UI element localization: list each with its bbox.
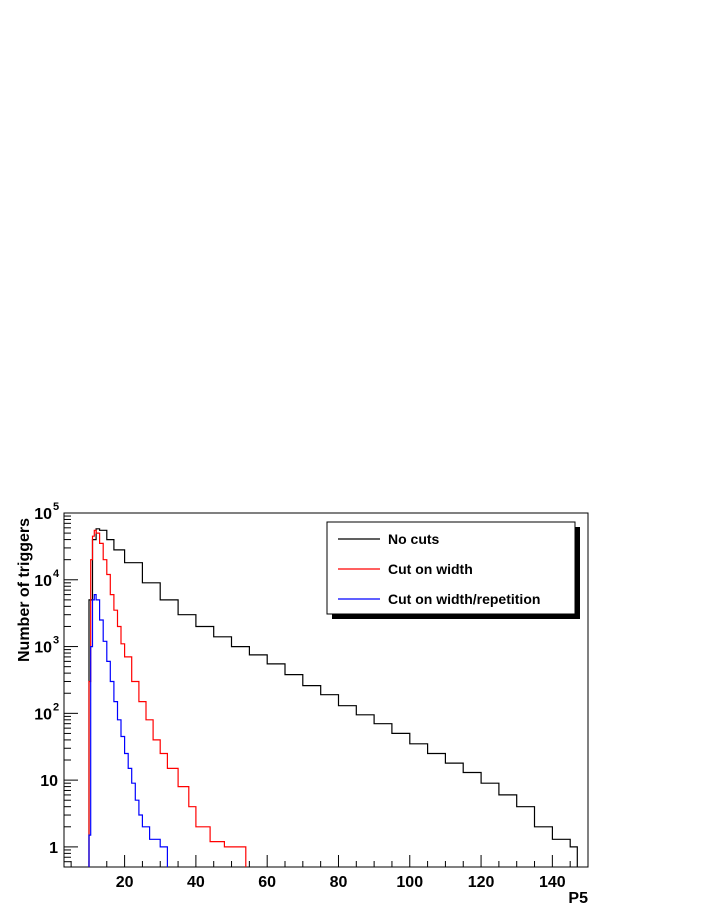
axis-ticks [64,515,589,868]
y-tick-label: 10 [40,773,58,790]
x-tick-label: 40 [187,874,205,891]
y-tick-label: 10 [34,640,52,657]
x-tick-label: 60 [258,874,276,891]
legend: No cuts Cut on width Cut on width/repetiti… [326,521,580,619]
x-tick-label: 120 [468,874,495,891]
x-axis-title: P5 [568,890,588,907]
series-layer [88,528,578,867]
legend-label: Cut on width/repetition [388,591,540,607]
y-tick-exponent: 2 [53,701,59,713]
legend-label: No cuts [388,531,440,547]
y-tick-exponent: 3 [53,635,59,647]
x-tick-labels: 20 40 60 80 100 120 140 [116,874,566,891]
y-axis-title: Number of triggers [16,518,33,662]
x-tick-label: 80 [330,874,348,891]
x-tick-label: 20 [116,874,134,891]
y-tick-label: 1 [49,840,58,857]
y-tick-exponent: 5 [53,501,59,513]
x-tick-label: 140 [539,874,566,891]
legend-label: Cut on width [388,561,473,577]
y-tick-label: 10 [34,506,52,523]
plot-frame [63,512,589,868]
series-line-2 [88,529,247,867]
y-tick-label: 10 [34,573,52,590]
x-tick-label: 100 [396,874,423,891]
series-line-1 [88,528,578,867]
y-tick-exponent: 4 [53,568,60,580]
y-tick-label: 10 [34,706,52,723]
series-line-3 [88,594,168,867]
legend-entries: No cuts Cut on width Cut on width/repetiti… [338,531,540,607]
